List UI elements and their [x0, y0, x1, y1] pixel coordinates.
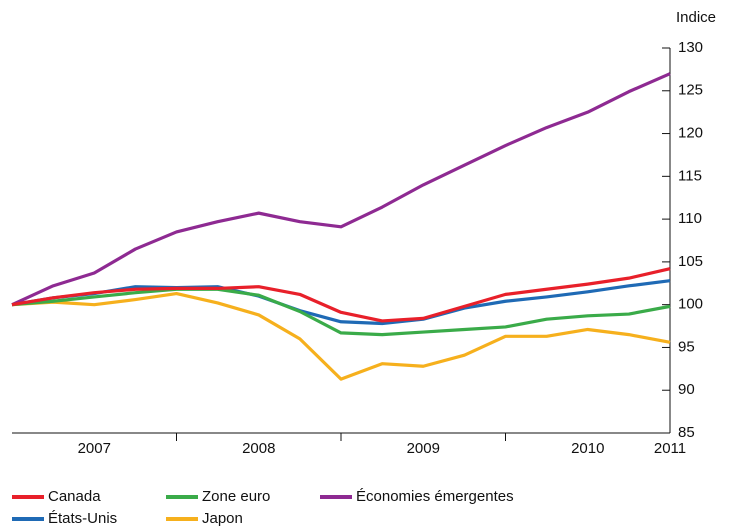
series-line [11, 267, 671, 323]
y-tick-label: 110 [678, 210, 702, 227]
legend-label: Zone euro [202, 488, 270, 505]
y-tick-label: 105 [678, 253, 703, 270]
x-tick-label: 2011 [654, 440, 686, 457]
legend-label: Japon [202, 510, 243, 527]
legend-label: Économies émergentes [356, 488, 514, 505]
series-line [11, 72, 671, 307]
x-tick-label: 2008 [242, 440, 275, 457]
y-tick-label: 120 [678, 125, 703, 142]
y-tick-label: 130 [678, 39, 703, 56]
y-tick-label: 100 [678, 296, 703, 313]
x-tick-label: 2009 [407, 440, 440, 457]
y-tick-label: 125 [678, 82, 703, 99]
y-tick-label: 85 [678, 424, 695, 441]
y-tick-label: 90 [678, 381, 695, 398]
legend-label: Canada [48, 488, 101, 505]
x-tick-label: 2007 [78, 440, 111, 457]
y-tick-label: 115 [678, 167, 702, 184]
x-tick-label: 2010 [571, 440, 604, 457]
y-tick-label: 95 [678, 338, 695, 355]
legend-label: États-Unis [48, 510, 117, 527]
y-axis-label: Indice [676, 9, 716, 26]
series-line [11, 287, 671, 337]
series-line [11, 291, 671, 381]
